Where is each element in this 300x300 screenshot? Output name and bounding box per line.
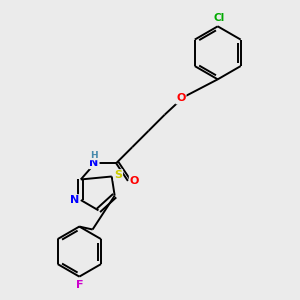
Text: N: N xyxy=(89,158,99,168)
Text: N: N xyxy=(70,195,79,205)
Text: F: F xyxy=(76,280,83,290)
Text: H: H xyxy=(90,151,97,160)
Text: S: S xyxy=(114,170,122,180)
Text: O: O xyxy=(176,94,186,103)
Text: O: O xyxy=(130,176,139,186)
Text: Cl: Cl xyxy=(214,13,225,23)
